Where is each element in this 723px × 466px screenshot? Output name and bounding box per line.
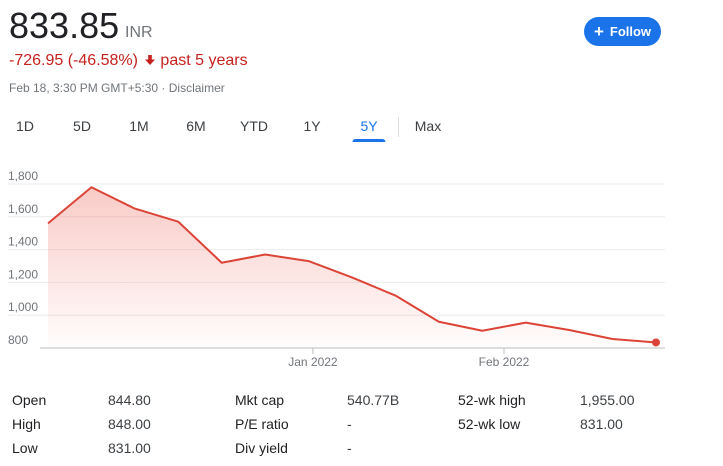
stat-label-low: Low: [12, 440, 38, 456]
current-price-dot: [652, 338, 660, 347]
y-tick-label: 1,200: [8, 267, 38, 281]
stat-value-mkt-cap: 540.77B: [347, 392, 400, 408]
stat-value-52wk-high: 1,955.00: [580, 392, 635, 408]
y-tick-label: 1,400: [8, 235, 38, 249]
stat-value-low: 831.00: [108, 440, 151, 456]
tab-6m[interactable]: 6M: [186, 118, 206, 134]
tab-1d[interactable]: 1D: [16, 118, 34, 134]
price-change: -726.95 (-46.58%) past 5 years: [9, 52, 248, 70]
timestamp-disclaimer[interactable]: Feb 18, 3:30 PM GMT+5:30 · Disclaimer: [9, 81, 225, 95]
currency-label: INR: [125, 24, 153, 41]
tab-max[interactable]: Max: [414, 118, 442, 134]
y-tick-label: 1,600: [8, 202, 38, 216]
stat-label-mkt-cap: Mkt cap: [235, 392, 285, 408]
stat-label-52wk-low: 52-wk low: [458, 416, 521, 432]
change-value: -726.95 (-46.58%): [9, 52, 138, 69]
stat-value-high: 848.00: [108, 416, 151, 432]
stat-value-open: 844.80: [108, 392, 151, 408]
tab-1m[interactable]: 1M: [129, 118, 149, 134]
y-tick-label: 800: [8, 333, 28, 347]
stat-label-52wk-high: 52-wk high: [458, 392, 526, 408]
stats-table: Open 844.80 High 848.00 Low 831.00 Mkt c…: [0, 386, 723, 466]
tab-divider: [398, 117, 399, 137]
stock-price: 833.85: [9, 5, 120, 46]
follow-label: Follow: [609, 24, 652, 39]
follow-button[interactable]: + Follow: [584, 17, 661, 46]
y-tick-label: 1,800: [8, 169, 38, 183]
stat-value-pe-ratio: -: [347, 416, 352, 432]
tab-1y[interactable]: 1Y: [303, 118, 321, 134]
change-period: past 5 years: [160, 52, 248, 69]
stat-label-pe-ratio: P/E ratio: [235, 416, 289, 432]
x-tick-label: Feb 2022: [479, 355, 530, 369]
tab-ytd[interactable]: YTD: [240, 118, 268, 134]
stat-value-52wk-low: 831.00: [580, 416, 623, 432]
price-chart[interactable]: 1,800 1,600 1,400 1,200 1,000 800 Jan 2022 Feb …: [0, 160, 723, 380]
arrow-down-icon: [144, 55, 155, 65]
plus-icon: +: [593, 22, 604, 41]
stat-label-div-yield: Div yield: [235, 440, 288, 456]
range-tabs: 1D 5D 1M 6M YTD 1Y 5Y Max: [0, 114, 723, 144]
price-line: [47, 186, 657, 344]
price-area: [48, 187, 656, 348]
tab-5y[interactable]: 5Y: [352, 114, 386, 142]
x-tick-label: Jan 2022: [288, 355, 338, 369]
stat-value-div-yield: -: [347, 440, 352, 456]
stat-label-high: High: [12, 416, 41, 432]
stat-label-open: Open: [12, 392, 47, 408]
y-tick-label: 1,000: [8, 300, 38, 314]
tab-5d[interactable]: 5D: [73, 118, 91, 134]
